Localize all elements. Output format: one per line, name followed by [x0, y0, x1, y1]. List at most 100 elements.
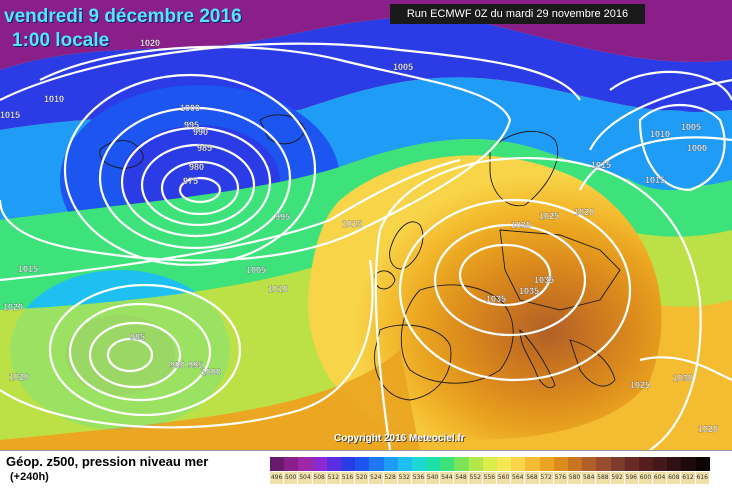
- color-swatch: [326, 457, 341, 471]
- color-swatch: [695, 457, 710, 471]
- color-scale-value: 516: [340, 472, 356, 484]
- color-swatch: [582, 457, 597, 471]
- isobar-1020-sw: [0, 259, 374, 429]
- isobar-label: 1020: [3, 302, 23, 312]
- color-swatch: [667, 457, 682, 471]
- isobar-label: 1020: [140, 38, 160, 48]
- color-scale-value: 604: [653, 472, 668, 484]
- color-scale-value: 504: [298, 472, 313, 484]
- isobar-1010-east: [589, 78, 732, 151]
- isobar-label: 975: [183, 176, 198, 186]
- color-scale-value: 528: [383, 472, 398, 484]
- color-swatch: [454, 457, 469, 471]
- color-scale-value: 616: [695, 472, 710, 484]
- isobar-label: 1025: [630, 380, 650, 390]
- coast-italy: [519, 328, 556, 389]
- color-scale-value: 544: [440, 472, 455, 484]
- forecast-time-title: 1:00 locale: [12, 30, 110, 51]
- color-scale-value: 592: [610, 472, 625, 484]
- color-swatch: [511, 457, 526, 471]
- geopotential-map-svg: 1020 1010 1015 1005 1000 995 990 985 980…: [0, 0, 732, 450]
- color-scale-value: 608: [667, 472, 682, 484]
- isobar-1015-east: [579, 136, 732, 191]
- isobar-1000: [63, 73, 317, 267]
- color-swatch: [440, 457, 455, 471]
- color-scale-value: 508: [312, 472, 327, 484]
- isobar-label: 1030: [673, 373, 693, 383]
- isobar-label: 995: [184, 120, 199, 130]
- color-swatch: [624, 457, 639, 471]
- color-scale-swatches: [270, 457, 710, 471]
- isobar-label: 1005: [681, 122, 701, 132]
- color-swatch: [383, 457, 398, 471]
- coastlines: [99, 114, 621, 401]
- color-swatch: [312, 457, 327, 471]
- isobar-label: 1035: [534, 275, 554, 285]
- color-scale-value: 524: [369, 472, 384, 484]
- lead-time: (+240h): [10, 471, 49, 483]
- isobar-label: 1015: [0, 110, 20, 120]
- color-scale-value: 584: [582, 472, 597, 484]
- color-swatch: [525, 457, 540, 471]
- color-scale-value: 580: [567, 472, 583, 484]
- isobar-label: 1005: [393, 62, 413, 72]
- isobar-label: 1030: [511, 220, 531, 230]
- isobar-label: 985: [130, 332, 145, 342]
- product-title: Géop. z500, pression niveau mer: [6, 454, 209, 469]
- isobar-1010: [0, 42, 581, 101]
- color-swatch: [397, 457, 412, 471]
- isobar-label: 1025: [539, 211, 559, 221]
- color-scale-value: 612: [681, 472, 696, 484]
- isobar-label: 1010: [44, 94, 64, 104]
- isobar-1035: [458, 243, 552, 307]
- color-swatch: [298, 457, 313, 471]
- isobar-label: 990: [193, 127, 208, 137]
- isobar-1000-sw: [48, 283, 242, 417]
- isobar-995: [98, 106, 292, 250]
- color-scale-value: 596: [624, 472, 639, 484]
- color-swatch: [638, 457, 654, 471]
- color-swatch: [468, 457, 483, 471]
- isobar-label: 1035: [519, 286, 539, 296]
- isobar-label: 1010: [268, 284, 288, 294]
- color-swatch: [553, 457, 568, 471]
- color-scale-legend: 496 500 504 508 512 516 520 524 528 532 536 540 544 5…: [270, 457, 710, 485]
- isobar-label: 1005: [246, 265, 266, 275]
- isobar-label: 980: [189, 162, 204, 172]
- color-swatch: [681, 457, 696, 471]
- field-band-southwest: [0, 350, 420, 450]
- isobar-label: 1035: [486, 294, 506, 304]
- isobar-label: 1010: [650, 129, 670, 139]
- isobars: [0, 42, 732, 450]
- isobar-label: 1015: [591, 160, 611, 170]
- color-scale-value: 548: [454, 472, 469, 484]
- color-scale-values: 496 500 504 508 512 516 520 524 528 532 536 540 544 5…: [270, 472, 710, 484]
- isobar-label: 985: [197, 143, 212, 153]
- color-swatch: [369, 457, 384, 471]
- color-swatch: [596, 457, 611, 471]
- isobar-label: 1000: [687, 143, 707, 153]
- isobar-1000-east: [638, 103, 726, 192]
- isobar-label: 1015: [645, 175, 665, 185]
- color-swatch: [411, 457, 427, 471]
- isobar-1005-east: [609, 70, 732, 101]
- coast-scandinavia: [489, 130, 559, 207]
- color-swatch: [539, 457, 554, 471]
- isobar-1030-east: [639, 356, 732, 382]
- color-scale-value: 576: [553, 472, 568, 484]
- color-swatch: [426, 457, 441, 471]
- coast-balkans: [569, 339, 616, 387]
- color-scale-value: 556: [482, 472, 497, 484]
- copyright-notice: Copyright 2016 Meteociel.fr: [334, 433, 465, 444]
- color-scale-value: 564: [511, 472, 526, 484]
- isobar-label: 990: [170, 360, 185, 370]
- color-swatch: [284, 457, 299, 471]
- color-swatch: [270, 457, 285, 471]
- color-scale-value: 500: [284, 472, 299, 484]
- isobar-990-sw: [88, 321, 182, 389]
- isobar-label: 1020: [698, 424, 718, 434]
- isobar-label: 1020: [9, 372, 29, 382]
- isobar-label: 1015: [18, 264, 38, 274]
- color-scale-value: 520: [355, 472, 370, 484]
